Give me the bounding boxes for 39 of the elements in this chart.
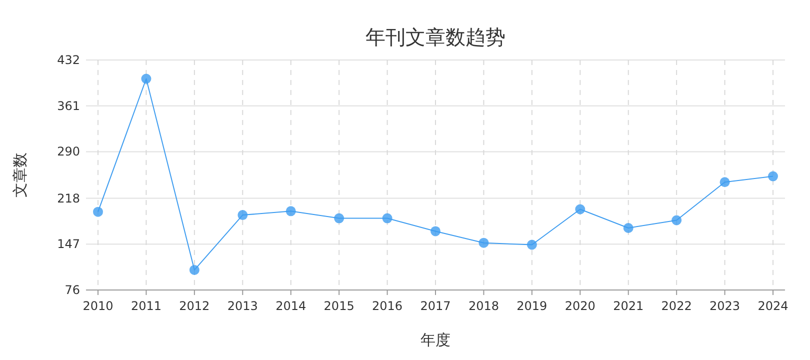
point: [720, 177, 730, 188]
y-tick-label: 147: [57, 237, 80, 252]
point: [334, 213, 344, 224]
y-tick-label: 290: [57, 144, 80, 159]
x-tick-label: 2015: [324, 299, 354, 313]
x-tick-label: 2017: [420, 299, 451, 313]
point: [575, 204, 586, 214]
x-tick-label: 2021: [613, 299, 644, 313]
x-axis-title: 年度: [420, 331, 450, 349]
x-tick-label: 2011: [130, 299, 162, 313]
x-tick-label: 2016: [372, 299, 403, 313]
x-tick-label: 2010: [82, 299, 114, 313]
point: [478, 238, 489, 248]
point: [189, 264, 200, 275]
x-tick-label: 2022: [661, 299, 692, 313]
point: [430, 226, 440, 236]
point: [286, 206, 296, 216]
chart-title: 年刊文章数趋势: [366, 25, 506, 49]
x-tick-label: 2020: [564, 299, 596, 313]
y-tick-label: 361: [57, 98, 80, 113]
y-tick-label: 76: [64, 283, 80, 297]
point: [93, 206, 103, 217]
y-tick-label: 218: [57, 191, 80, 206]
x-tick-label: 2019: [516, 299, 548, 313]
x-tick-label: 2024: [758, 299, 788, 313]
point: [141, 74, 152, 84]
x-tick-label: 2014: [276, 299, 306, 313]
x-tick-label: 2012: [179, 299, 210, 313]
x-tick-label: 2018: [468, 299, 499, 313]
point: [768, 171, 778, 182]
point: [382, 213, 392, 224]
y-tick-label: 432: [57, 53, 80, 67]
point: [623, 222, 634, 233]
point: [526, 240, 537, 250]
x-tick-label: 2013: [227, 299, 258, 313]
y-axis-title: 文章数: [11, 152, 29, 198]
x-tick-label: 2023: [710, 299, 740, 313]
point: [672, 215, 682, 226]
point: [238, 210, 248, 220]
